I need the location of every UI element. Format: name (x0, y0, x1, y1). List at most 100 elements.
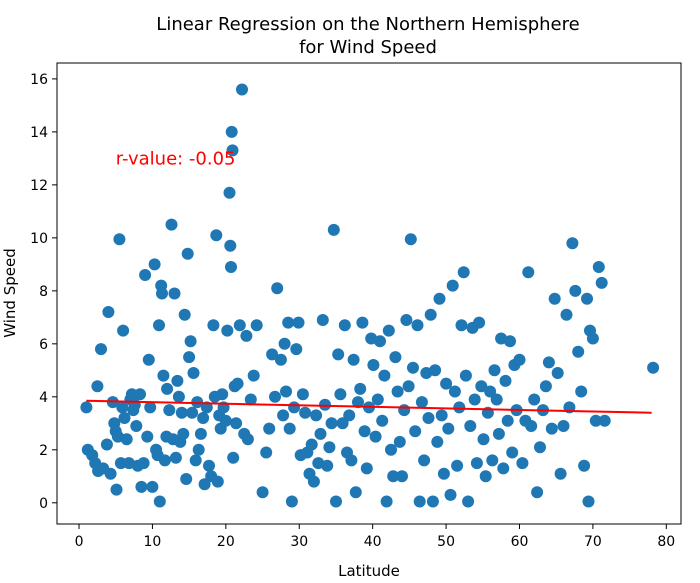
scatter-point (542, 356, 555, 369)
scatter-point (334, 388, 347, 401)
scatter-point (592, 261, 605, 273)
scatter-point (91, 380, 104, 393)
scatter-points (80, 83, 660, 508)
scatter-point (117, 324, 130, 337)
scatter-point (247, 369, 260, 382)
scatter-point (231, 377, 244, 390)
scatter-point (360, 462, 373, 475)
scatter-point (102, 306, 115, 318)
scatter-point (531, 486, 544, 499)
scatter-point (336, 417, 349, 430)
scatter-point (582, 495, 595, 508)
scatter-point (352, 396, 364, 409)
scatter-point (305, 438, 318, 451)
scatter-point (203, 459, 215, 472)
scatter-point (457, 266, 470, 279)
scatter-point (241, 433, 254, 446)
scatter-point (560, 308, 573, 321)
scatter-point (453, 401, 466, 414)
scatter-point (444, 488, 457, 501)
regression-line-group (86, 399, 652, 414)
scatter-point (396, 470, 408, 483)
scatter-point (165, 218, 178, 231)
x-tick-label: 40 (364, 534, 382, 550)
x-tick-label: 60 (511, 534, 529, 550)
x-tick-label: 10 (144, 534, 162, 550)
scatter-point (513, 353, 526, 366)
scatter-point (464, 420, 477, 432)
scatter-point (148, 258, 161, 271)
scatter-point (548, 292, 561, 305)
plot-area-frame (56, 62, 682, 525)
scatter-point (180, 473, 193, 485)
scatter-point (120, 433, 133, 446)
scatter-point (415, 396, 428, 409)
x-tick-label: 50 (437, 534, 455, 550)
scatter-point (280, 385, 292, 398)
x-axis-label: Latitude (338, 562, 400, 580)
y-tick-label: 16 (30, 72, 48, 88)
scatter-point (572, 345, 585, 358)
scatter-point (516, 457, 529, 470)
scatter-point (426, 495, 439, 508)
scatter-point (269, 390, 281, 403)
y-tick-label: 4 (39, 390, 48, 406)
scatter-point (175, 406, 188, 419)
scatter-point (282, 316, 295, 329)
scatter-point (198, 478, 211, 491)
scatter-point (589, 414, 602, 427)
scatter-point (382, 324, 395, 337)
r-value-annotation: r-value: -0.05 (116, 148, 236, 169)
y-tick-label: 2 (39, 443, 48, 459)
scatter-point (146, 480, 159, 493)
y-tick-label: 6 (39, 337, 48, 353)
scatter-point (134, 388, 146, 401)
scatter-point (470, 457, 483, 470)
scatter-point (191, 396, 204, 409)
scatter-point (163, 404, 176, 417)
scatter-point (525, 420, 538, 432)
scatter-point (225, 125, 238, 138)
scatter-point (240, 329, 253, 342)
scatter-point (479, 470, 492, 483)
scatter-point (266, 348, 279, 361)
y-axis-label: Wind Speed (1, 248, 19, 338)
scatter-point (184, 335, 197, 348)
scatter-point (484, 385, 497, 398)
scatter-point (418, 454, 431, 467)
scatter-point (230, 417, 243, 430)
scatter-point (227, 451, 240, 464)
scatter-point (459, 369, 472, 382)
scatter-point (581, 292, 593, 305)
scatter-point (319, 398, 331, 411)
scatter-point (168, 287, 181, 300)
scatter-point (338, 319, 351, 332)
scatter-point (400, 314, 413, 326)
x-tick-label: 20 (217, 534, 235, 550)
scatter-point (189, 454, 202, 467)
scatter-point (171, 374, 184, 387)
scatter-point (283, 422, 296, 435)
chart-title-line-1: Linear Regression on the Northern Hemisp… (156, 14, 579, 35)
scatter-point (554, 467, 567, 480)
scatter-point (161, 382, 174, 395)
scatter-point (274, 353, 287, 366)
scatter-point (113, 233, 126, 246)
scatter-point (299, 406, 312, 419)
scatter-point (501, 414, 514, 427)
scatter-point (157, 369, 170, 382)
scatter-point (534, 441, 546, 454)
scatter-point (506, 446, 519, 459)
scatter-point (358, 425, 371, 438)
scatter-point (183, 351, 196, 364)
scatter-point (486, 454, 499, 467)
scatter-point (256, 486, 269, 499)
scatter-point (539, 380, 552, 393)
scatter-point (296, 388, 309, 401)
scatter-point (332, 348, 345, 361)
scatter-point (207, 319, 220, 332)
scatter-point (137, 457, 150, 470)
y-tick-label: 10 (30, 231, 48, 247)
scatter-point (413, 495, 426, 508)
